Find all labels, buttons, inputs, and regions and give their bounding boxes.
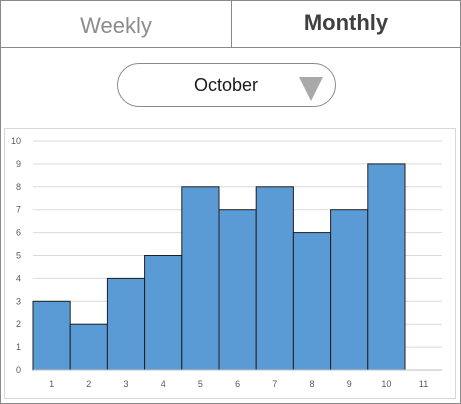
bar	[32, 300, 71, 371]
y-tick-label: 6	[16, 228, 21, 238]
x-tick-label: 8	[309, 379, 314, 389]
x-tick-label: 5	[198, 379, 203, 389]
bar	[292, 232, 332, 371]
x-tick-label: 10	[381, 379, 391, 389]
bar	[367, 163, 406, 371]
tab-monthly[interactable]: Monthly	[231, 1, 460, 47]
y-tick-label: 3	[16, 296, 21, 306]
bar	[144, 255, 183, 371]
x-tick-label: 2	[86, 379, 91, 389]
bars	[32, 163, 406, 371]
y-tick-label: 1	[16, 342, 21, 352]
y-tick-label: 7	[16, 205, 21, 215]
y-tick-label: 4	[16, 273, 21, 283]
x-tick-label: 3	[123, 379, 128, 389]
bar	[330, 209, 369, 371]
y-tick-label: 2	[16, 319, 21, 329]
bar	[218, 209, 257, 371]
x-tick-label: 1	[49, 379, 54, 389]
y-tick-label: 10	[11, 136, 21, 146]
triangle-down-icon[interactable]	[299, 77, 323, 101]
y-tick-label: 8	[16, 182, 21, 192]
x-tick-label: 9	[347, 379, 352, 389]
period-tabs: Weekly Monthly	[1, 1, 460, 48]
month-dropdown-value: October	[193, 75, 259, 95]
tab-weekly[interactable]: Weekly	[80, 13, 152, 38]
x-tick-label: 7	[272, 379, 277, 389]
bar	[106, 277, 146, 371]
bar	[69, 323, 108, 371]
y-tick-label: 0	[16, 365, 21, 375]
bar	[255, 186, 294, 371]
y-tick-label: 5	[16, 251, 21, 261]
bar	[181, 186, 220, 371]
x-tick-label: 4	[161, 379, 166, 389]
x-tick-label: 11	[419, 379, 428, 389]
month-dropdown[interactable]: October	[117, 63, 336, 107]
x-tick-label: 6	[235, 379, 240, 389]
y-tick-label: 9	[16, 159, 21, 169]
tick-labels: 0 1 2 3 4 5 6 7 8 9 10 1 2 3 4 5 6 7 8 9 10 11	[11, 136, 428, 389]
